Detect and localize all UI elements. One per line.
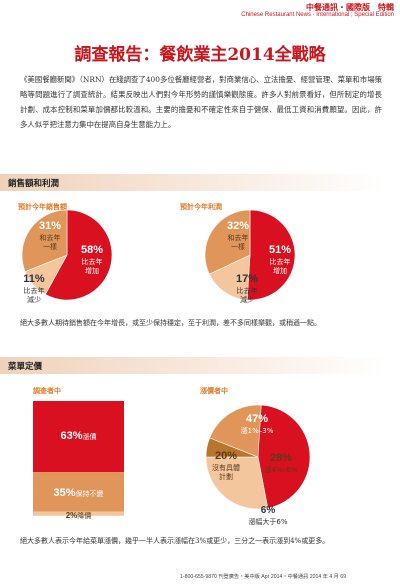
pie-slice — [44, 209, 113, 301]
pie-slice — [209, 404, 262, 458]
bar-segment-label: 2%降價 — [66, 511, 92, 520]
pie-pct-label: 47% — [246, 413, 268, 425]
pie-pct-label: 6% — [261, 505, 276, 516]
bar-label: 降價 — [77, 511, 91, 520]
bar-segment-label: 63%漲價 — [60, 430, 96, 442]
pie-slice-label: 計劃 — [219, 472, 233, 481]
bar-pct: 2% — [66, 511, 78, 520]
pie-pct-label: 11% — [23, 273, 45, 285]
pie-slice-label: 和去年 — [40, 233, 61, 242]
pie-slice-label: 一樣 — [231, 242, 245, 251]
pie-slice — [257, 404, 311, 509]
chart-label-profit: 預計今年利潤 — [180, 203, 222, 211]
section-bar-pricing — [0, 357, 384, 374]
article-title: 調查報告：餐飲業主2014全戰略 — [74, 45, 326, 65]
bar-segment-label: 35%保持不變 — [53, 487, 103, 499]
bar-segment — [33, 472, 124, 512]
pie-slice-label: 比去年 — [82, 257, 103, 266]
sales-note: 絕大多數人期待銷售額在今年增長，或至少保持穩定，至于利潤，差不多同樣樂觀，或稍遜… — [20, 319, 321, 327]
pie-slice-label: 比去年 — [237, 286, 258, 295]
pie-slice — [208, 254, 251, 301]
bar-segment — [33, 401, 124, 473]
magazine-header-cn: 中餐通訊・國際版 特輯 — [306, 3, 394, 12]
pie-pct-label: 28% — [270, 452, 292, 464]
pie-slice-label: 增加 — [273, 266, 287, 275]
pie-pct-label: 20% — [215, 450, 237, 462]
pie-slice-label: 漲幅大于6% — [248, 517, 287, 526]
pie-slice-label: 比去年 — [270, 257, 291, 266]
pie-slice — [204, 209, 251, 275]
pie-slice-label: 沒有具體 — [212, 463, 240, 472]
magazine-header-en: Chinese Restaurant News · International … — [241, 12, 394, 18]
pricing-charts: 63%漲價 35%保持不變 2%降價 47%漲1%–3% 28%漲4%–6% 6%漲幅大… — [33, 401, 311, 526]
pricing-note: 絕大多數人表示今年給菜單漲價，幾乎一半人表示漲幅在3%或更少，三分之一表示漲到4… — [20, 537, 330, 545]
bar-pct: 63% — [60, 430, 82, 442]
pie-slice — [205, 456, 269, 510]
pie-slice — [21, 209, 68, 272]
pie-slice-label: 增加 — [85, 266, 99, 275]
pie-pct-label: 32% — [227, 220, 249, 232]
pie-pct-label: 31% — [39, 220, 61, 232]
bar-pct: 35% — [53, 487, 75, 499]
pie-slice-label: 漲4%–6% — [265, 465, 298, 474]
pie-pct-label: 17% — [236, 273, 258, 285]
stacked-bar-surveyed: 63%漲價 35%保持不變 2%降價 — [33, 401, 124, 520]
pie-slice-label: 一樣 — [43, 242, 57, 251]
pie-slice — [246, 209, 296, 301]
pie-slice-label: 漲1%–3% — [241, 426, 274, 435]
section-title-sales: 銷售額和利潤 — [8, 179, 60, 189]
chart-label-sales: 預計今年銷售額 — [18, 203, 67, 211]
chart-label-surveyed: 調查者中 — [33, 387, 61, 395]
pie-slice-label: 比去年 — [24, 286, 45, 295]
bar-label: 保持不變 — [76, 489, 104, 498]
pie-slice-label: 減少 — [240, 295, 254, 304]
pie-pct-label: 51% — [269, 244, 291, 256]
pie-slice-label: 和去年 — [228, 233, 249, 242]
page-footer: 1-800-655-9870 刊登廣告・美中版 Apr 2014・中餐通訊 20… — [180, 574, 347, 580]
chart-label-raisers: 漲價者中 — [200, 387, 228, 395]
section-title-pricing: 菜單定價 — [8, 362, 43, 372]
bar-segment — [33, 511, 124, 516]
bar-label: 漲價 — [83, 432, 97, 441]
pie-slice-label: 減少 — [27, 295, 41, 304]
section-bar-sales — [0, 174, 384, 191]
pie-pct-label: 58% — [81, 244, 103, 256]
intro-paragraph: 《美國餐廳新聞》（NRN）在綫調查了400多位餐廳經營者，對商業信心、立法擔憂、… — [20, 75, 382, 129]
